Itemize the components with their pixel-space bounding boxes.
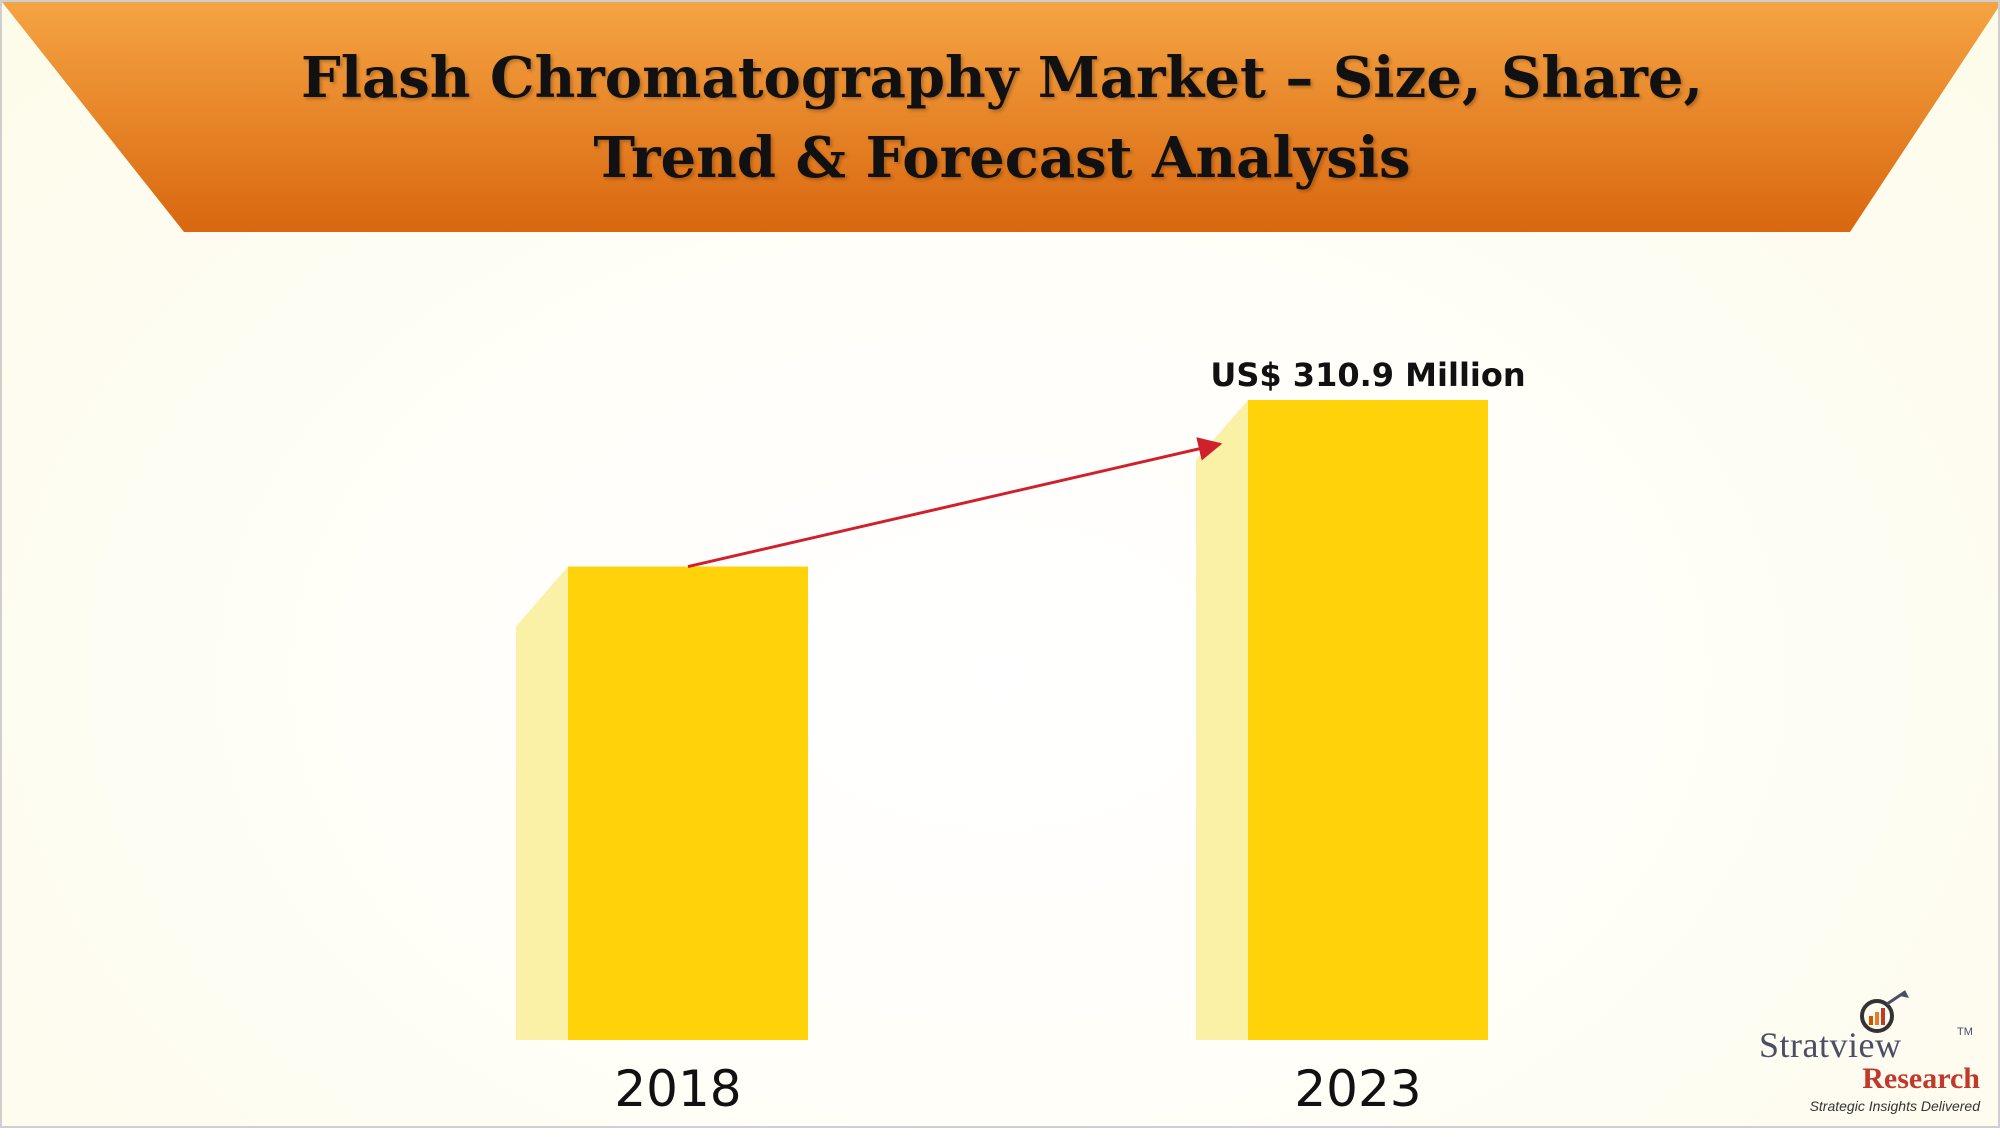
title-banner [2, 2, 1998, 232]
trademark-symbol: TM [1957, 1026, 1973, 1038]
brand-tagline: Strategic Insights Delivered [1809, 1098, 1980, 1114]
growth-arrow [687, 437, 1223, 568]
bar-2018 [568, 566, 808, 1040]
title-banner-shape [2, 2, 1998, 232]
magnifier-chart-icon [1860, 990, 1909, 1033]
chart-title-line-2: Trend & Forecast Analysis [593, 125, 1411, 191]
bars-layer [516, 400, 1488, 1040]
bar-side-2023 [1196, 400, 1248, 1040]
x-tick-label-2023: 2023 [1294, 1060, 1421, 1118]
brand-subname: Research [1862, 1062, 1980, 1095]
x-tick-label-2018: 2018 [614, 1060, 741, 1118]
data-label-2023: US$ 310.9 Million [1210, 356, 1525, 394]
chart-title-line-1: Flash Chromatography Market – Size, Shar… [300, 45, 1704, 111]
labels-layer: 2018 2023 US$ 310.9 Million [614, 356, 1525, 1118]
chart-title: Flash Chromatography Market – Size, Shar… [232, 38, 1772, 198]
bar-side-2018 [516, 566, 568, 1040]
brand-logo: Stratview TM Research Strategic Insights… [1757, 990, 1992, 1115]
bar-2023 [1248, 400, 1488, 1040]
brand-name: Stratview [1759, 1025, 1902, 1065]
